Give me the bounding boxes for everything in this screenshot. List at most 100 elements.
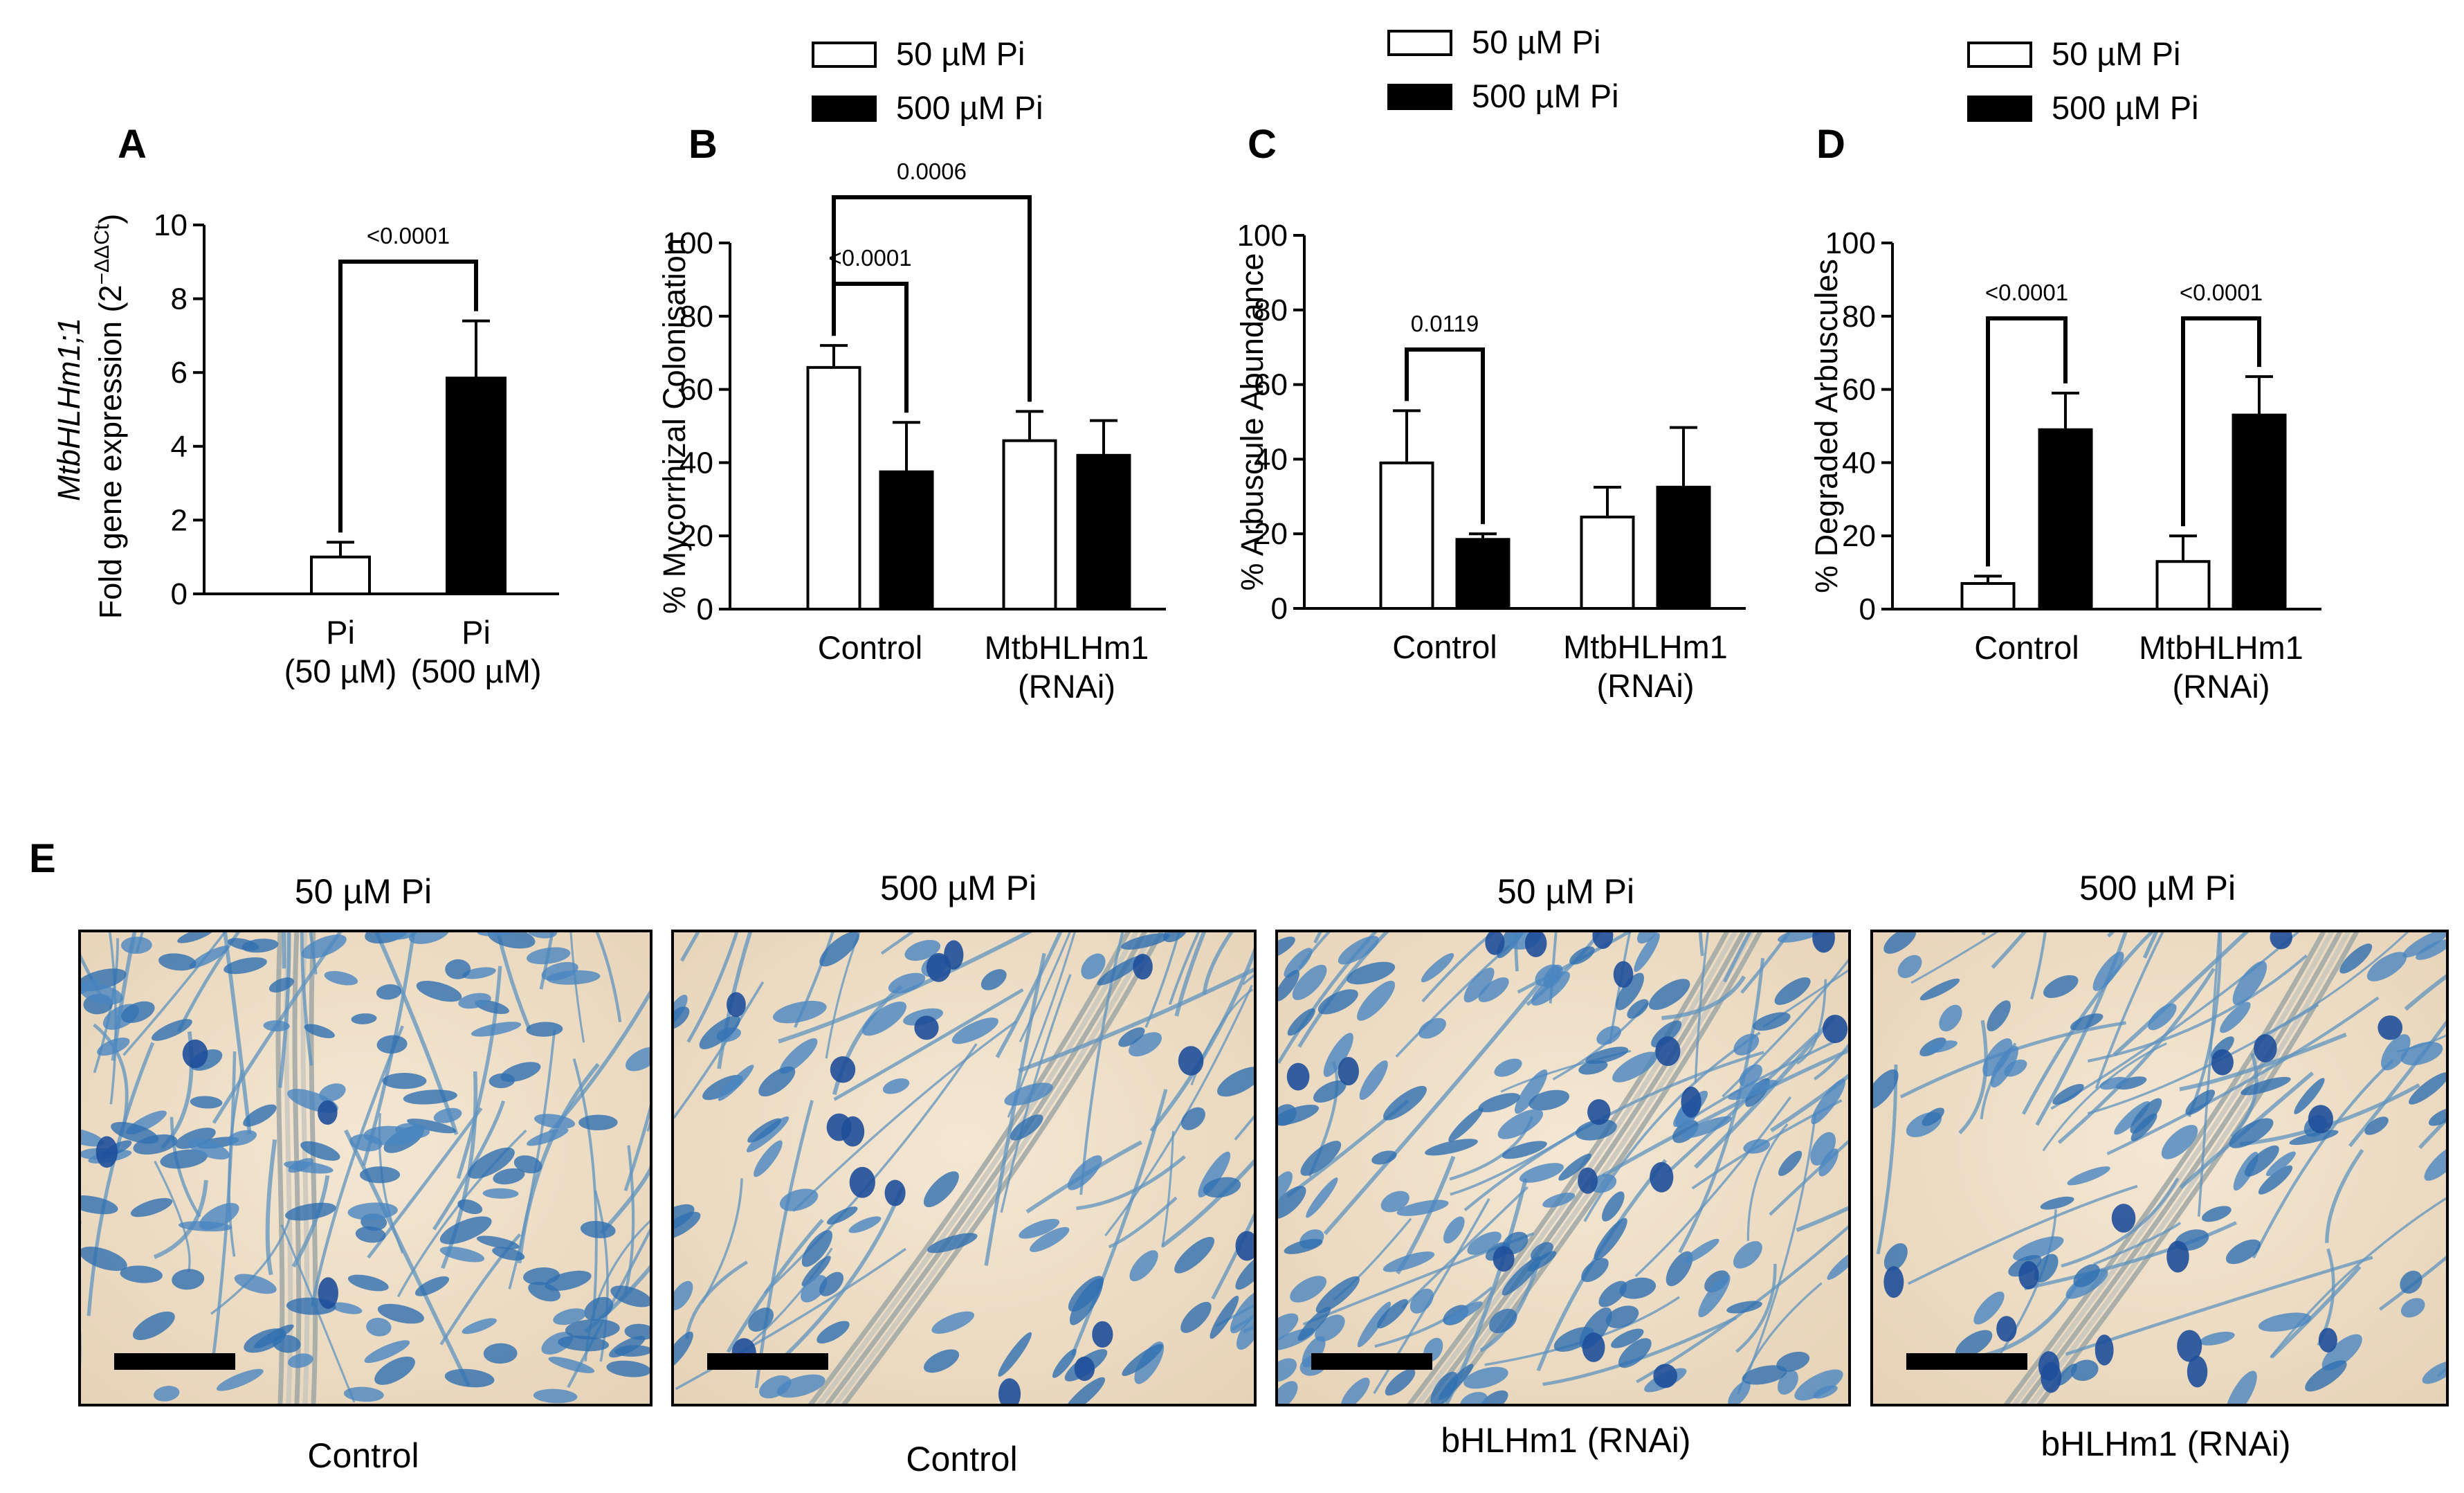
y-tick-label: 10	[154, 208, 188, 242]
arbuscule	[2185, 1089, 2216, 1115]
arbuscule	[1300, 1141, 1342, 1176]
arbuscule	[97, 1038, 130, 1056]
arbuscule	[349, 1134, 383, 1152]
hypha	[1079, 931, 1124, 1195]
arbuscule	[533, 1388, 578, 1404]
hypha	[539, 931, 554, 990]
vesicle	[2018, 1260, 2039, 1290]
hypha	[1634, 1096, 1792, 1278]
arbuscule	[2294, 1078, 2325, 1114]
arbuscule	[130, 1197, 173, 1218]
arbuscule	[2258, 1165, 2293, 1195]
arbuscule	[1542, 1192, 1576, 1208]
arbuscule	[1585, 1047, 1629, 1065]
arbuscule	[578, 1114, 618, 1131]
micrograph-frame	[78, 930, 652, 1406]
arbuscule	[1277, 970, 1299, 1002]
legend-label: 500 µM Pi	[896, 89, 1043, 126]
arbuscule	[355, 1226, 386, 1243]
bar-open	[1002, 439, 1057, 610]
arbuscule	[545, 1270, 592, 1291]
hypha	[265, 1139, 277, 1276]
arbuscule	[366, 1317, 392, 1337]
vesicle	[884, 1179, 906, 1206]
arbuscule	[1443, 1216, 1465, 1244]
panel-letter: A	[118, 122, 147, 167]
hypha	[984, 952, 1046, 1266]
arbuscule	[471, 1022, 522, 1037]
micrograph-caption: bHLHm1 (RNAi)	[2041, 1424, 2290, 1463]
legend-swatch	[1387, 84, 1452, 110]
micrograph-title: 500 µM Pi	[880, 869, 1037, 907]
arbuscule	[1284, 1238, 1323, 1254]
arbuscule	[2199, 1331, 2235, 1346]
arbuscule	[1939, 1004, 1962, 1032]
bar-filled	[1656, 485, 1711, 610]
y-axis-label: MtbHLHm1;1	[51, 318, 86, 501]
comparison-bracket	[1986, 316, 2068, 567]
vesicle	[1178, 1046, 1204, 1076]
comparison-bracket	[338, 260, 478, 533]
arbuscule	[2265, 1151, 2296, 1177]
chart-panel-a: A 0 2 4 6 8 10 MtbHLHm1;1 Fold gene expression (…	[51, 122, 559, 689]
hypha	[594, 1190, 609, 1362]
arbuscule	[376, 1035, 408, 1054]
y-tick-label: 0	[171, 577, 188, 611]
p-value-label: <0.0001	[2180, 280, 2263, 305]
arbuscule	[1380, 1191, 1409, 1213]
vesicle	[1653, 1364, 1678, 1388]
arbuscule	[1277, 1105, 1320, 1126]
vesicle	[318, 1277, 338, 1310]
arbuscule	[1611, 1328, 1644, 1348]
legend-swatch	[1967, 96, 2032, 122]
y-tick-label: 80	[679, 300, 713, 334]
y-tick-label: 0	[1271, 592, 1288, 626]
micrograph-caption: Control	[906, 1440, 1017, 1478]
arbuscule	[534, 1114, 576, 1129]
y-tick-label: 40	[679, 446, 713, 480]
arbuscule	[408, 931, 450, 944]
arbuscule	[826, 1206, 858, 1225]
arbuscule	[606, 1360, 651, 1377]
arbuscule	[779, 1038, 818, 1074]
panel-letter: B	[688, 122, 718, 167]
hypha	[2142, 931, 2160, 959]
vesicle	[1613, 961, 1634, 988]
arbuscule	[1121, 933, 1170, 950]
category-label-line2: (500 µM)	[410, 653, 541, 689]
arbuscule	[1627, 999, 1649, 1019]
vesicle	[2254, 1034, 2277, 1062]
arbuscule	[754, 1140, 783, 1177]
arbuscule	[609, 1335, 646, 1358]
arbuscule	[2013, 1236, 2064, 1261]
arbuscule	[699, 1015, 740, 1049]
y-tick-label: 100	[1825, 226, 1876, 260]
arbuscule	[2148, 1003, 2177, 1031]
legend-label: 500 µM Pi	[2052, 89, 2199, 126]
arbuscule	[1739, 1064, 1762, 1087]
arbuscule	[1776, 1351, 1810, 1372]
hypha	[1740, 931, 1793, 994]
arbuscule	[927, 1233, 978, 1254]
scale-bar	[707, 1353, 828, 1370]
vesicle	[1092, 1321, 1113, 1348]
arbuscule	[1010, 1114, 1043, 1141]
arbuscule	[1463, 968, 1495, 1003]
legend-label: 500 µM Pi	[1472, 78, 1619, 114]
vesicle	[1493, 1246, 1515, 1272]
hypha	[673, 981, 765, 1119]
hypha	[680, 931, 701, 962]
arbuscule	[445, 959, 471, 979]
hypha	[1991, 931, 2028, 969]
vesicle	[2166, 1240, 2189, 1273]
arbuscule	[924, 1349, 960, 1373]
arbuscule	[2409, 1072, 2447, 1105]
hypha	[495, 931, 531, 1030]
arbuscule	[2400, 1270, 2422, 1294]
arbuscule	[189, 945, 229, 969]
hypha	[2179, 1032, 2347, 1092]
y-tick-label: 80	[1842, 300, 1876, 334]
bar	[310, 555, 371, 596]
arbuscule	[268, 977, 294, 993]
arbuscule	[2289, 1130, 2339, 1146]
